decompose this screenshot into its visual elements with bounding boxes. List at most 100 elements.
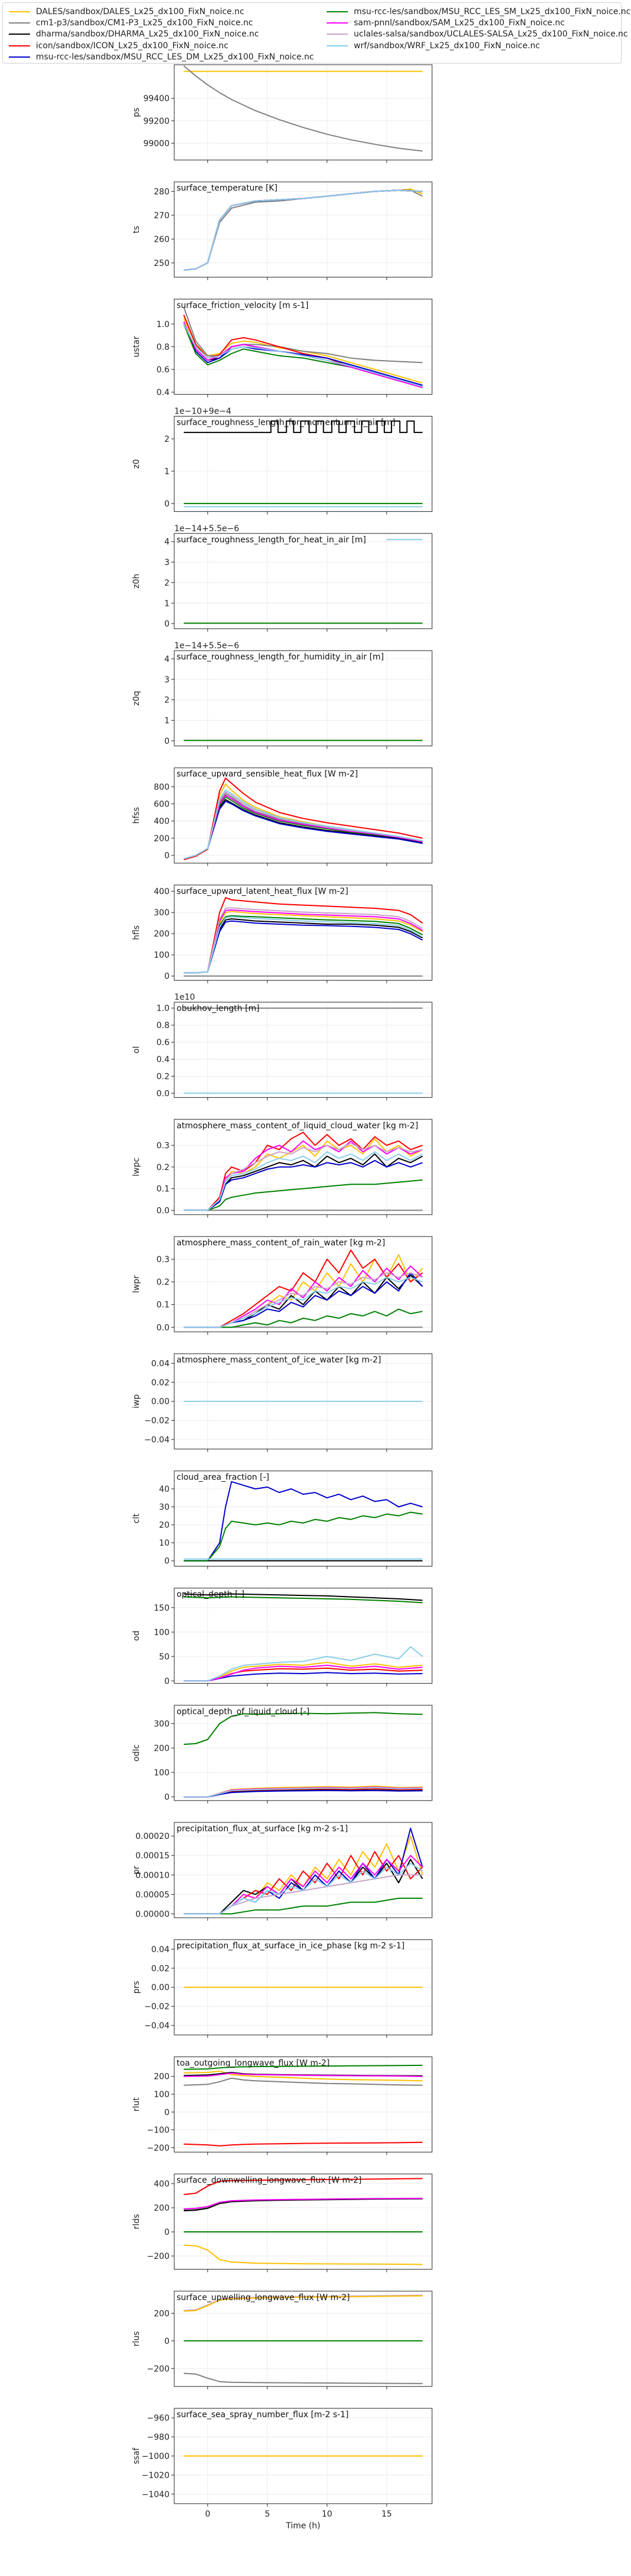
y-tick-label: 0	[164, 1793, 170, 1802]
legend: DALES/sandbox/DALES_Lx25_dx100_FixN_noic…	[2, 2, 630, 64]
series-line	[184, 1151, 423, 1211]
y-tick-label: 0.4	[157, 1055, 170, 1065]
y-tick-label: 100	[154, 1768, 170, 1778]
offset-text: 1e−10+9e−4	[174, 407, 231, 416]
plot-frame	[174, 181, 433, 278]
series-line	[184, 2070, 423, 2082]
y-tick-label: 100	[154, 2090, 170, 2100]
series-line	[184, 1481, 423, 1562]
plot-frame	[174, 884, 433, 981]
plot-frame	[174, 1705, 433, 1801]
y-tick-label: −100	[147, 2126, 170, 2135]
x-tick-label: 0	[205, 2510, 210, 2519]
y-tick-label: 100	[154, 1628, 170, 1637]
panel-title: atmosphere_mass_content_of_rain_water [k…	[177, 1238, 385, 1248]
y-tick-label: 200	[154, 2309, 170, 2318]
series-line	[184, 1661, 423, 1682]
y-axis-label: hfls	[132, 925, 141, 940]
panel-title: surface_roughness_length_for_momentum_in…	[177, 418, 396, 428]
y-tick-label: 200	[154, 1744, 170, 1753]
series-line	[184, 2064, 423, 2070]
y-tick-label: 0.00	[151, 1397, 170, 1407]
series-line	[184, 2198, 423, 2210]
plot-frame	[174, 64, 433, 161]
series-line	[184, 1277, 423, 1328]
plot-frame	[174, 1002, 433, 1098]
y-axis-label: ustar	[132, 336, 141, 357]
y-tick-label: 0.02	[151, 1378, 170, 1388]
plot-frame	[174, 2174, 433, 2270]
panel-title: optical_depth_of_liquid_cloud [-]	[177, 1707, 310, 1717]
y-tick-label: 0.8	[157, 342, 170, 352]
y-axis-label: clt	[132, 1513, 141, 1524]
y-tick-label: 4	[164, 538, 170, 547]
series-line	[184, 1862, 423, 1915]
y-axis-label: ol	[132, 1046, 141, 1053]
y-tick-label: 3	[164, 558, 170, 568]
y-tick-label: 2	[164, 578, 170, 588]
y-tick-label: 0	[164, 2108, 170, 2117]
plot-frame	[174, 650, 433, 747]
series-line	[183, 324, 423, 387]
y-tick-label: 200	[154, 2204, 170, 2213]
y-tick-label: 0	[164, 737, 170, 746]
y-tick-label: 0.4	[157, 388, 170, 398]
y-tick-label: 1	[164, 599, 170, 608]
panel-title: surface_roughness_length_for_humidity_in…	[177, 652, 384, 662]
y-tick-label: 2	[164, 696, 170, 705]
panel-title: cloud_area_fraction [-]	[177, 1472, 269, 1482]
series-line	[184, 189, 423, 271]
series-line	[184, 2178, 423, 2195]
legend-label: msu-rcc-les/sandbox/MSU_RCC_LES_DM_Lx25_…	[36, 52, 314, 62]
y-tick-label: −0.02	[144, 1417, 170, 1426]
panel-title: surface_upward_sensible_heat_flux [W m-2…	[177, 769, 358, 779]
legend-swatch	[327, 45, 348, 46]
series-line	[184, 1272, 423, 1328]
legend-swatch	[9, 45, 30, 46]
legend-entry: icon/sandbox/ICON_Lx25_dx100_FixN_noice.…	[9, 41, 228, 51]
y-axis-label: z0h	[132, 574, 141, 588]
panel-title: surface_friction_velocity [m s-1]	[177, 301, 308, 310]
y-axis-label: lwpc	[132, 1158, 141, 1177]
legend-swatch	[9, 34, 30, 35]
series-line	[184, 1159, 423, 1211]
y-tick-label: 260	[154, 235, 170, 244]
series-line	[183, 306, 423, 364]
series-line	[184, 1179, 423, 1211]
series-line	[184, 1855, 423, 1915]
series-line	[184, 907, 423, 974]
legend-entry: sam-pnnl/sandbox/SAM_Lx25_dx100_FixN_noi…	[327, 18, 564, 28]
panel-title: atmosphere_mass_content_of_ice_water [kg…	[177, 1355, 381, 1365]
x-tick-label: 15	[381, 2510, 392, 2519]
series-line	[184, 1265, 423, 1328]
series-line	[184, 2244, 423, 2265]
panel-title: surface_upwelling_longwave_flux [W m-2]	[177, 2293, 350, 2302]
y-tick-label: 0.00010	[135, 1871, 170, 1880]
plot-frame	[174, 1822, 433, 1918]
y-tick-label: 0.0	[157, 1323, 170, 1332]
plot-frame	[174, 1588, 433, 1684]
series-line	[184, 1308, 423, 1328]
y-tick-label: 1.0	[157, 320, 170, 329]
y-tick-label: 0.6	[157, 365, 170, 375]
y-tick-label: 0.8	[157, 1021, 170, 1031]
y-tick-label: 400	[154, 2180, 170, 2189]
legend-swatch	[327, 34, 348, 35]
y-axis-label: pr	[132, 1865, 141, 1874]
y-tick-label: 30	[159, 1503, 170, 1512]
y-axis-label: z0q	[132, 691, 141, 705]
y-axis-label: lwpr	[132, 1275, 141, 1293]
legend-label: dharma/sandbox/DHARMA_Lx25_dx100_FixN_no…	[36, 29, 259, 39]
series-line	[184, 1511, 423, 1562]
series-line	[184, 1664, 423, 1682]
panel-title: optical_depth [-]	[177, 1590, 244, 1599]
series-line	[184, 1593, 423, 1601]
plot-frame	[174, 416, 433, 512]
y-tick-label: 4	[164, 655, 170, 664]
series-line	[184, 1142, 423, 1211]
plot-frame	[174, 533, 433, 629]
series-line	[184, 1712, 423, 1745]
y-tick-label: 0.6	[157, 1038, 170, 1048]
panel-title: precipitation_flux_at_surface_in_ice_pha…	[177, 1941, 404, 1951]
series-line	[184, 1596, 423, 1604]
